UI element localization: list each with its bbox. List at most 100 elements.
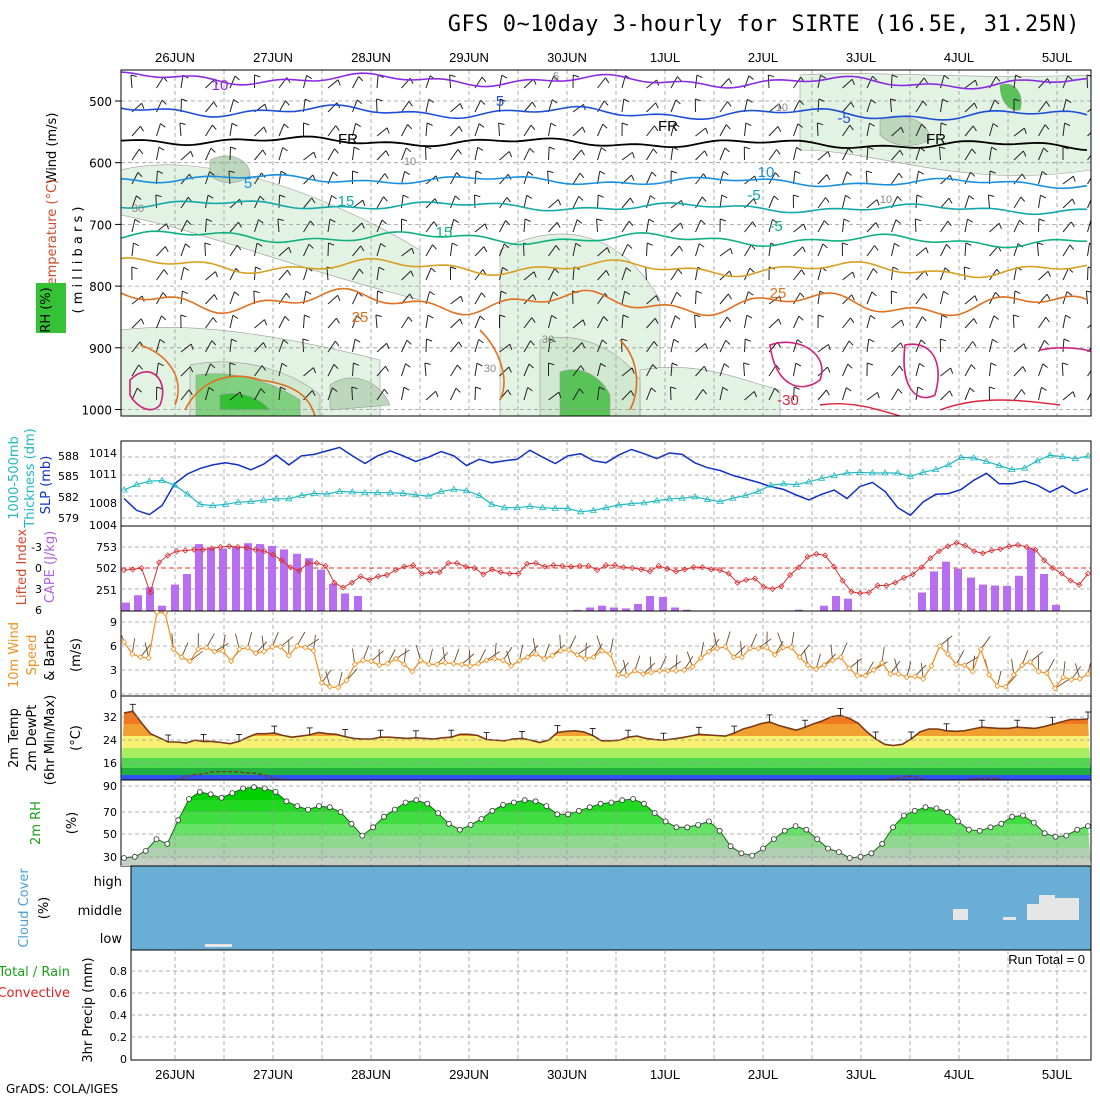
upper-wind-barb [230,147,231,160]
cloud-mid-patch [1039,895,1055,920]
y-tick-label: 0 [35,562,42,575]
y-tick-label: 0 [120,1053,127,1066]
rh2m-point [587,805,592,810]
date-label-top: 5JUL [1042,50,1072,65]
rh2m-point [414,798,419,803]
rh2m-point [284,799,289,804]
rh2m-point [490,808,495,813]
upper-wind-barb [303,339,304,352]
rh2m-point [1042,831,1047,836]
y-tick-label: 753 [96,541,117,554]
rh2m-point [273,789,278,794]
cape-bar [1040,574,1048,611]
cape-bar [820,606,828,611]
temp-band [121,768,1091,775]
upper-wind-barb [671,387,672,400]
date-label-top: 29JUN [449,50,489,65]
wind10m-panel: 9630 [110,597,1092,701]
rh2m-point [544,804,549,809]
rh2m-point [728,844,733,849]
date-label-top: 26JUN [155,50,195,65]
rh2m-point [338,810,343,815]
upper-wind-barb [892,75,893,88]
upper-wind-barb-flag [1097,127,1100,132]
rh2m-point [511,800,516,805]
cape-bar [646,596,654,611]
rh2m-point [717,828,722,833]
cape-bar [341,593,349,611]
y-tick-label: high [94,875,122,890]
y-tick-label: 90 [103,780,117,793]
rh2m-point [446,821,451,826]
contour-label: 25 [770,285,787,302]
rh2m-point [652,811,657,816]
contour-label: FR [338,131,358,148]
upper-wind-barb-flag [1095,150,1098,155]
date-label-bottom: 30JUN [547,1067,587,1082]
rh2m-point [1053,834,1058,839]
cloud-mid-patch [1027,904,1039,920]
contour-label: 25 [352,309,369,326]
rh2m-point [555,812,560,817]
cape-bar [1052,605,1060,611]
cloud-mid-patch [1055,898,1079,920]
contour-label: 15 [436,224,453,241]
wind10m-label-3: & Barbs [43,629,58,681]
rh2m-point [457,827,462,832]
date-label-bottom: 29JUN [449,1067,489,1082]
y-tick-label: 0.8 [110,965,128,978]
upper-wind-barb [768,75,769,88]
rh2m-point [739,851,744,856]
rh2m-point [620,798,625,803]
meteogram-figure: 105FRFRFR-55101515 -5-52525-3030103030510… [0,0,1100,1100]
cape-bar [232,547,240,611]
y-tick-label: 579 [58,512,79,525]
cape-bar [610,608,618,612]
rh2m-point [349,821,354,826]
y-tick-label: 900 [89,342,112,356]
rh2m-point [392,807,397,812]
y-tick-label: 3 [35,583,42,596]
rh2m-point [663,819,668,824]
temp2m-label-4: (°C) [69,725,84,751]
cape-label: CAPE (J/kg) [43,531,58,603]
y-tick-label: 9 [110,616,117,629]
rh2m-point [880,841,885,846]
cape-bar [659,597,667,611]
rh2m-point [306,807,311,812]
y-tick-label: 502 [96,562,117,575]
rh2m-point [403,800,408,805]
rh2m-point [750,853,755,858]
y-tick-label: 600 [89,157,112,171]
upper-wind-barb [377,99,378,112]
rh2m-point [706,819,711,824]
rh2m-point [230,791,235,796]
rh2m-point [317,804,322,809]
rh2m-point [793,824,798,829]
rh2m-point [262,786,267,791]
y-tick-label: 50 [103,828,117,841]
cape-bar [942,562,950,611]
cape-bar [671,608,679,612]
rh2m-point [132,854,137,859]
cape-bar [122,603,130,611]
wind10m-label-4: (m/s) [69,638,84,672]
temp2m-label-3: (6hr Min/Max) [43,695,58,785]
y-tick-label: 582 [58,491,79,504]
rh2m-point [945,810,950,815]
date-axis-top: 26JUN 27JUN 28JUN 29JUN 30JUN 1JUL 2JUL 3JUL 4JU… [155,50,1072,65]
cloud-low-patch [205,944,232,947]
rh2m-point [1021,813,1026,818]
upper-wind-barb [1087,75,1088,88]
upper-wind-barb [647,243,648,256]
date-label-bottom: 27JUN [253,1067,293,1082]
contour-label: -10 [772,102,788,114]
contour-label: 5 [496,93,504,110]
y-tick-label: 1000 [81,404,112,418]
contour-label: -5 [837,110,850,127]
rh2m-point [522,798,527,803]
y-tick-label: 1011 [89,468,117,481]
rh2m-point [696,822,701,827]
rh2m-point [295,804,300,809]
rh2m-point [219,795,224,800]
